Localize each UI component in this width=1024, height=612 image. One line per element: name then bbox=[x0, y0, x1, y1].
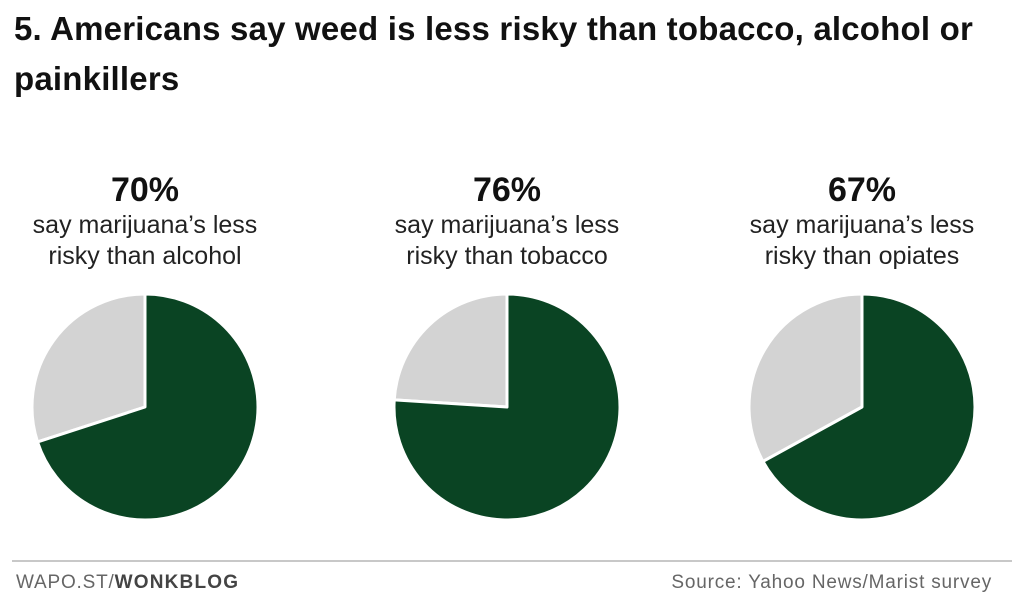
pie-block-tobacco: 76% say marijuana’s less risky than toba… bbox=[342, 170, 672, 272]
pie-chart-tobacco bbox=[392, 292, 622, 522]
pie-slice-less-risky bbox=[761, 292, 977, 522]
pie-slice-remainder bbox=[30, 292, 147, 444]
footer-credit: WAPO.ST/WONKBLOG bbox=[16, 572, 239, 594]
pie-block-alcohol: 70% say marijuana’s less risky than alco… bbox=[0, 170, 310, 272]
pie-description: say marijuana’s less risky than alcohol bbox=[32, 211, 258, 270]
pie-slice-less-risky bbox=[36, 292, 260, 522]
footer-source: Source: Yahoo News/Marist survey bbox=[671, 572, 992, 593]
pie-slice-remainder bbox=[392, 292, 509, 409]
footer-site: WAPO.ST/ bbox=[16, 572, 115, 593]
pie-percent-label: 70% bbox=[110, 171, 180, 209]
pie-slice-remainder bbox=[747, 292, 864, 463]
chart-title: 5. Americans say weed is less risky than… bbox=[14, 10, 974, 97]
pie-block-opiates: 67% say marijuana’s less risky than opia… bbox=[697, 170, 1024, 272]
pie-slice-less-risky bbox=[392, 292, 622, 522]
pie-chart-opiates bbox=[747, 292, 977, 522]
footer-brand: WONKBLOG bbox=[114, 572, 240, 593]
pie-chart-alcohol bbox=[30, 292, 260, 522]
pie-percent-label: 67% bbox=[827, 171, 897, 209]
pie-description: say marijuana’s less risky than opiates bbox=[749, 211, 975, 270]
pie-description: say marijuana’s less risky than tobacco bbox=[394, 211, 620, 270]
pie-percent-label: 76% bbox=[472, 171, 542, 209]
footer-divider bbox=[12, 560, 1012, 562]
